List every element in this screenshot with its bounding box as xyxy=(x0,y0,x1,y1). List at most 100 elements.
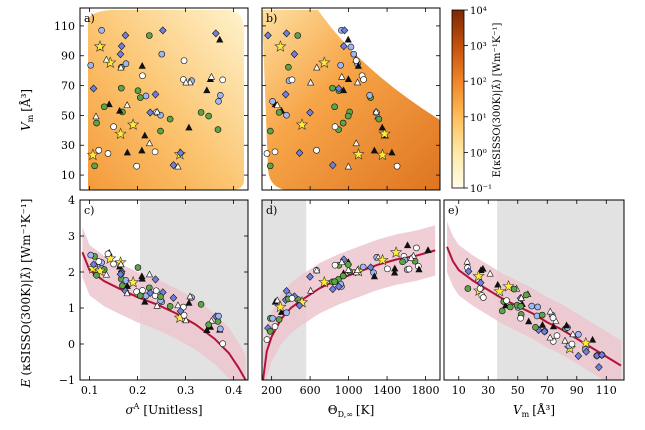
point-e xyxy=(464,267,473,276)
point-c xyxy=(93,271,100,279)
point-a xyxy=(197,109,205,116)
x-tick-label-d: 1800 xyxy=(412,384,440,397)
point-b xyxy=(295,148,304,157)
panel-a-heatmap xyxy=(88,10,244,190)
point-d xyxy=(415,265,423,273)
point-a xyxy=(98,26,105,34)
point-b xyxy=(378,127,391,140)
point-b xyxy=(328,161,337,170)
point-c xyxy=(89,260,98,269)
point-d xyxy=(334,282,343,291)
xlabel-d-main: Θ xyxy=(328,403,338,417)
point-d xyxy=(307,286,315,294)
point-b xyxy=(285,63,292,71)
point-d xyxy=(274,300,287,313)
point-e xyxy=(595,363,603,372)
point-e xyxy=(579,336,592,349)
x-tick-label-d: 600 xyxy=(300,384,321,397)
point-c xyxy=(104,250,112,258)
x-tick-label-e: 30 xyxy=(481,384,495,397)
point-e xyxy=(486,269,494,277)
point-e xyxy=(476,278,485,287)
point-a xyxy=(153,107,161,115)
point-a xyxy=(142,92,150,100)
xlabel-c-unit: [Unitless] xyxy=(143,403,202,417)
point-e xyxy=(549,314,557,322)
point-b xyxy=(306,108,314,117)
point-b xyxy=(331,103,338,111)
point-e xyxy=(569,330,577,338)
point-c xyxy=(136,292,144,299)
x-tick-label-d: 1000 xyxy=(335,384,363,397)
x-tick-label-e: 110 xyxy=(596,384,617,397)
point-c xyxy=(176,307,185,316)
point-c xyxy=(151,275,160,284)
point-a xyxy=(92,112,100,120)
point-b xyxy=(340,26,349,35)
point-a xyxy=(105,100,113,108)
point-b xyxy=(273,101,281,108)
point-c xyxy=(95,258,103,265)
point-a xyxy=(219,76,227,84)
point-a xyxy=(215,98,222,105)
point-a xyxy=(214,126,222,133)
point-e xyxy=(517,294,525,301)
point-a xyxy=(216,35,224,43)
colorbar xyxy=(451,9,465,189)
xlabel-e-unit: [Å³] xyxy=(532,402,555,417)
point-b xyxy=(282,29,291,38)
colorbar-tick-label: 10³ xyxy=(470,42,487,53)
colorbar-tick-label: 10¹ xyxy=(470,113,487,124)
axes-frame-b xyxy=(261,7,441,191)
point-b xyxy=(267,127,274,135)
colorbar-tick-label: 10⁻¹ xyxy=(470,184,492,195)
point-a xyxy=(116,106,124,114)
axis-ticks: 10 30 50 70 90 110 0.1 0.2 0.3 0.4 −1 0 1 2 3 4 200 600 10… xyxy=(54,8,617,397)
point-c xyxy=(145,270,154,278)
point-a xyxy=(121,31,130,40)
point-c xyxy=(93,264,107,277)
ylabel-top-sub: m xyxy=(26,114,35,122)
point-c xyxy=(104,252,117,264)
point-e xyxy=(582,347,591,356)
point-d xyxy=(413,244,420,252)
point-e xyxy=(493,284,506,297)
point-a xyxy=(95,146,103,154)
point-a xyxy=(145,139,154,147)
x-tick-label-e: 10 xyxy=(452,384,466,397)
colorbar-ticks: 10⁻¹ 10⁰ 10¹ 10² 10³ 10⁴ xyxy=(464,6,492,195)
point-d xyxy=(390,268,399,276)
point-d xyxy=(403,241,412,249)
heatmap-a-region xyxy=(88,10,244,190)
point-c xyxy=(219,340,227,347)
point-d xyxy=(338,258,346,265)
point-e xyxy=(464,285,472,292)
point-a xyxy=(117,42,126,51)
point-b xyxy=(329,84,336,92)
point-d xyxy=(390,246,403,258)
y-tick-label-c: 2 xyxy=(68,266,75,279)
point-b xyxy=(295,118,309,130)
y-tick-label-a: 30 xyxy=(61,139,75,152)
ylabel-bottom-rest: (κSISSO(300K)|λ̂) xyxy=(19,267,33,376)
point-d xyxy=(339,272,347,280)
colorbar-tick-label: 10⁴ xyxy=(470,6,487,17)
point-a xyxy=(159,26,167,35)
point-c xyxy=(141,297,149,305)
point-c xyxy=(87,251,95,259)
point-c xyxy=(123,282,131,289)
point-b xyxy=(378,123,386,131)
x-tick-label-c: 0.1 xyxy=(81,384,99,397)
point-b xyxy=(352,139,360,147)
point-b xyxy=(263,150,271,157)
point-b xyxy=(290,50,299,59)
point-c xyxy=(217,325,224,333)
point-d xyxy=(405,265,413,273)
point-b xyxy=(283,111,290,119)
panel-letter-c: c) xyxy=(84,204,94,217)
panel-letter-e: e) xyxy=(448,204,459,217)
point-a xyxy=(151,90,160,99)
point-d xyxy=(376,253,389,266)
point-a xyxy=(157,127,164,135)
